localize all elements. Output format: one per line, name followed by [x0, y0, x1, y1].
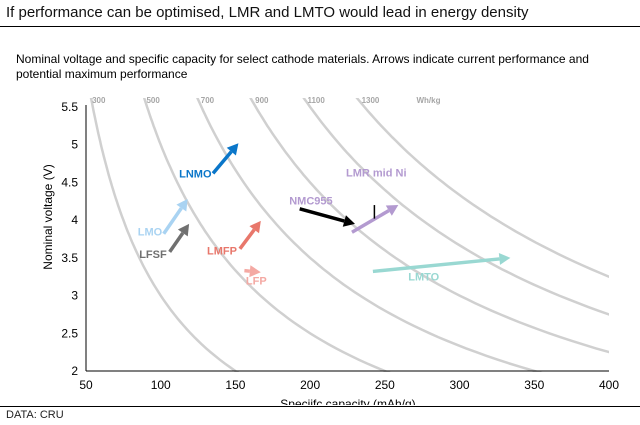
- y-axis-title: Nominal voltage (V): [41, 164, 55, 269]
- label-lfp: LFP: [246, 275, 267, 287]
- y-tick-label: 4.5: [61, 175, 78, 189]
- x-axis-title: Speciifc capacity (mAh/g): [280, 397, 415, 405]
- label-lmr-mid-ni: LMR mid Ni: [346, 168, 407, 180]
- energy-curve-1300: [355, 98, 609, 279]
- material-labels: LNMO LMO LFSF LMFP LFP NMC955 LMR mid Ni LMTO: [138, 168, 440, 288]
- label-lnmo: LNMO: [179, 168, 212, 180]
- page-title: If performance can be optimised, LMR and…: [6, 4, 529, 21]
- x-tick-label: 300: [450, 378, 470, 392]
- label-lmo: LMO: [138, 226, 163, 238]
- arrow-nmc955: [299, 207, 355, 227]
- x-tick-label: 200: [300, 378, 320, 392]
- energy-label: 1300: [362, 96, 380, 105]
- arrow-lfp: [244, 265, 261, 278]
- label-lmfp: LMFP: [207, 245, 237, 257]
- arrow-lmr-mid-ni: [351, 205, 399, 234]
- energy-density-labels: 300 500 700 900 1100 1300 Wh/kg: [92, 96, 440, 105]
- energy-label: Wh/kg: [416, 96, 440, 105]
- data-source: DATA: CRU: [6, 409, 64, 421]
- x-tick-label: 150: [225, 378, 245, 392]
- arrow-lmfp: [238, 220, 261, 250]
- y-tick-label: 2: [71, 364, 78, 378]
- axes: 50 100 150 200 250 300 350 400 2 2.5 3 3.5 4 4.5 5 5.5: [61, 100, 619, 392]
- label-nmc955: NMC955: [289, 196, 332, 208]
- material-arrows: [162, 143, 511, 278]
- energy-curve-700: [196, 98, 543, 372]
- label-lmto: LMTO: [408, 272, 439, 284]
- energy-curve-900: [249, 98, 609, 354]
- x-tick-label: 50: [79, 378, 93, 392]
- energy-curve-1100: [302, 98, 609, 316]
- energy-label: 900: [255, 96, 269, 105]
- chart-subtitle: Nominal voltage and specific capacity fo…: [16, 52, 589, 81]
- energy-label: 500: [146, 96, 160, 105]
- x-tick-label: 350: [524, 378, 544, 392]
- arrow-lmo: [162, 199, 188, 235]
- y-tick-label: 5.5: [61, 100, 78, 114]
- x-tick-label: 250: [375, 378, 395, 392]
- energy-label: 1100: [307, 96, 325, 105]
- chart: 50 100 150 200 250 300 350 40022.533.544.555.5 …: [41, 96, 619, 405]
- y-tick-label: 3.5: [61, 251, 78, 265]
- title-divider: [0, 26, 640, 27]
- footer-divider: [0, 406, 640, 407]
- energy-density-curves: [89, 98, 609, 372]
- energy-curve-500: [142, 98, 391, 372]
- y-tick-label: 3: [71, 289, 78, 303]
- y-tick-label: 4: [71, 213, 78, 227]
- label-lfsf: LFSF: [139, 249, 167, 261]
- arrow-lmto: [372, 252, 511, 274]
- x-tick-label: 400: [599, 378, 619, 392]
- arrow-lnmo: [211, 143, 239, 175]
- y-tick-label: 5: [71, 138, 78, 152]
- energy-label: 700: [201, 96, 215, 105]
- y-tick-label: 2.5: [61, 326, 78, 340]
- arrow-lfsf: [168, 223, 190, 253]
- x-tick-label: 100: [151, 378, 171, 392]
- energy-label: 300: [92, 96, 106, 105]
- energy-curve-300: [89, 98, 240, 372]
